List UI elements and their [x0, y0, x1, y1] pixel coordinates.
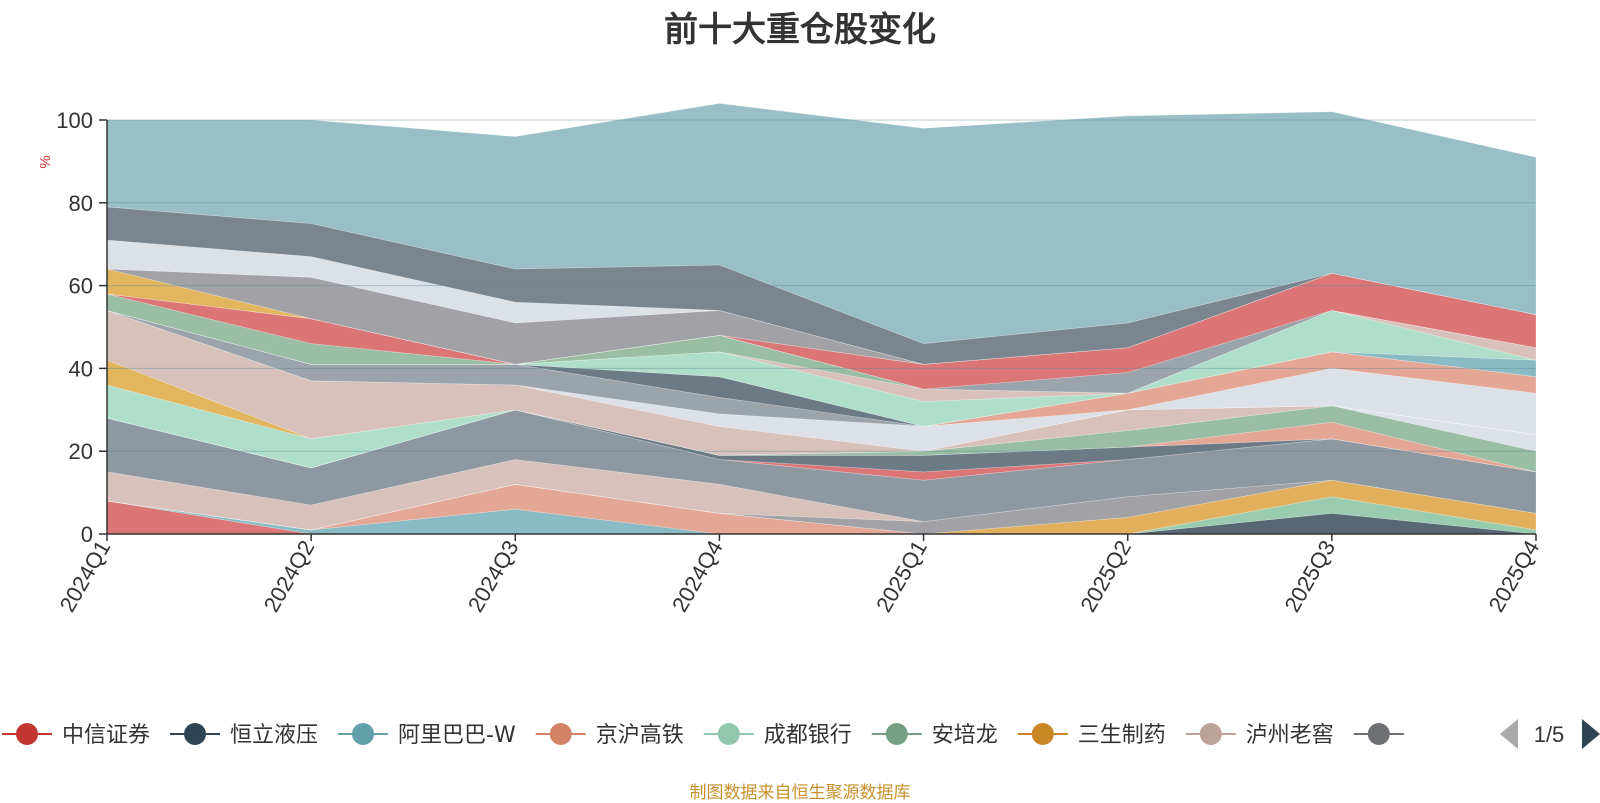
y-tick-label: 60	[69, 274, 93, 299]
area-layer-35	[106, 103, 1537, 344]
area-layer-3	[106, 483, 1536, 535]
prev-page-arrow-icon[interactable]	[1500, 719, 1518, 749]
x-tick-label: 2024Q2	[259, 536, 320, 616]
x-tick-label: 2025Q1	[871, 536, 932, 616]
y-tick-label: 40	[69, 356, 93, 381]
legend-item-2[interactable]: 恒立液压	[170, 723, 318, 748]
legend-label: 京沪高铁	[596, 723, 684, 748]
area-layer-24	[106, 310, 1537, 427]
y-tick-label: 100	[56, 108, 93, 133]
legend-marker-icon	[549, 723, 572, 745]
legend-item-9[interactable]	[1353, 723, 1404, 745]
x-tick-label: 2024Q1	[55, 536, 116, 616]
legend-label: 泸州老窖	[1246, 723, 1334, 748]
y-axis-unit-label: %	[37, 155, 54, 168]
chart-title: 前十大重仓股变化	[664, 10, 936, 50]
legend-marker-icon	[16, 723, 38, 745]
area-layer-14	[106, 405, 1537, 473]
area-layer-21	[106, 310, 1537, 427]
legend-item-5[interactable]: 成都银行	[703, 723, 852, 748]
y-tick-label: 80	[69, 191, 93, 216]
stacked-area-layers	[106, 103, 1537, 535]
next-page-arrow-icon[interactable]	[1582, 719, 1600, 749]
y-tick-label: 20	[69, 439, 93, 464]
area-layer-7	[106, 479, 1537, 535]
area-layer-15	[106, 405, 1537, 469]
legend-item-3[interactable]: 阿里巴巴-W	[338, 723, 516, 748]
legend-marker-icon	[885, 723, 908, 745]
legend-pager: 1/5	[1500, 719, 1600, 749]
legend-label: 阿里巴巴-W	[398, 723, 516, 748]
legend-label: 恒立液压	[230, 723, 318, 748]
legend[interactable]: 中信证券 恒立液压 阿里巴巴-W 京沪高铁 成都银行 安培龙 三生制药 泸州老窖 1/5	[2, 719, 1600, 749]
data-source-note: 制图数据来自恒生聚源数据库	[689, 783, 911, 803]
x-tick-label: 2025Q4	[1484, 536, 1545, 616]
area-layer-9	[106, 459, 1537, 531]
legend-item-7[interactable]: 三生制药	[1017, 723, 1166, 748]
legend-marker-icon	[1367, 723, 1390, 745]
area-layer-4	[106, 483, 1536, 535]
legend-label: 安培龙	[932, 723, 998, 748]
x-tick-label: 2025Q2	[1075, 536, 1136, 616]
area-layer-20	[106, 310, 1537, 452]
legend-item-4[interactable]: 京沪高铁	[535, 723, 684, 748]
legend-marker-icon	[717, 723, 740, 745]
legend-marker-icon	[352, 723, 375, 745]
area-layer-6	[106, 483, 1537, 535]
x-tick-label: 2024Q4	[667, 536, 728, 616]
x-tick-label: 2024Q3	[463, 536, 524, 616]
legend-label: 三生制药	[1078, 723, 1166, 748]
legend-marker-icon	[1031, 723, 1054, 745]
legend-marker-icon	[184, 723, 207, 745]
legend-marker-icon	[1199, 723, 1222, 745]
x-tick-label: 2025Q3	[1279, 536, 1340, 616]
grid-lines	[107, 119, 1536, 452]
legend-item-8[interactable]: 泸州老窖	[1185, 723, 1334, 748]
legend-label: 中信证券	[62, 723, 150, 748]
legend-page-indicator: 1/5	[1534, 722, 1565, 747]
legend-label: 成都银行	[764, 723, 852, 748]
legend-item-6[interactable]: 安培龙	[871, 723, 998, 748]
y-tick-label: 0	[81, 522, 93, 547]
legend-item-1[interactable]: 中信证券	[2, 723, 150, 748]
